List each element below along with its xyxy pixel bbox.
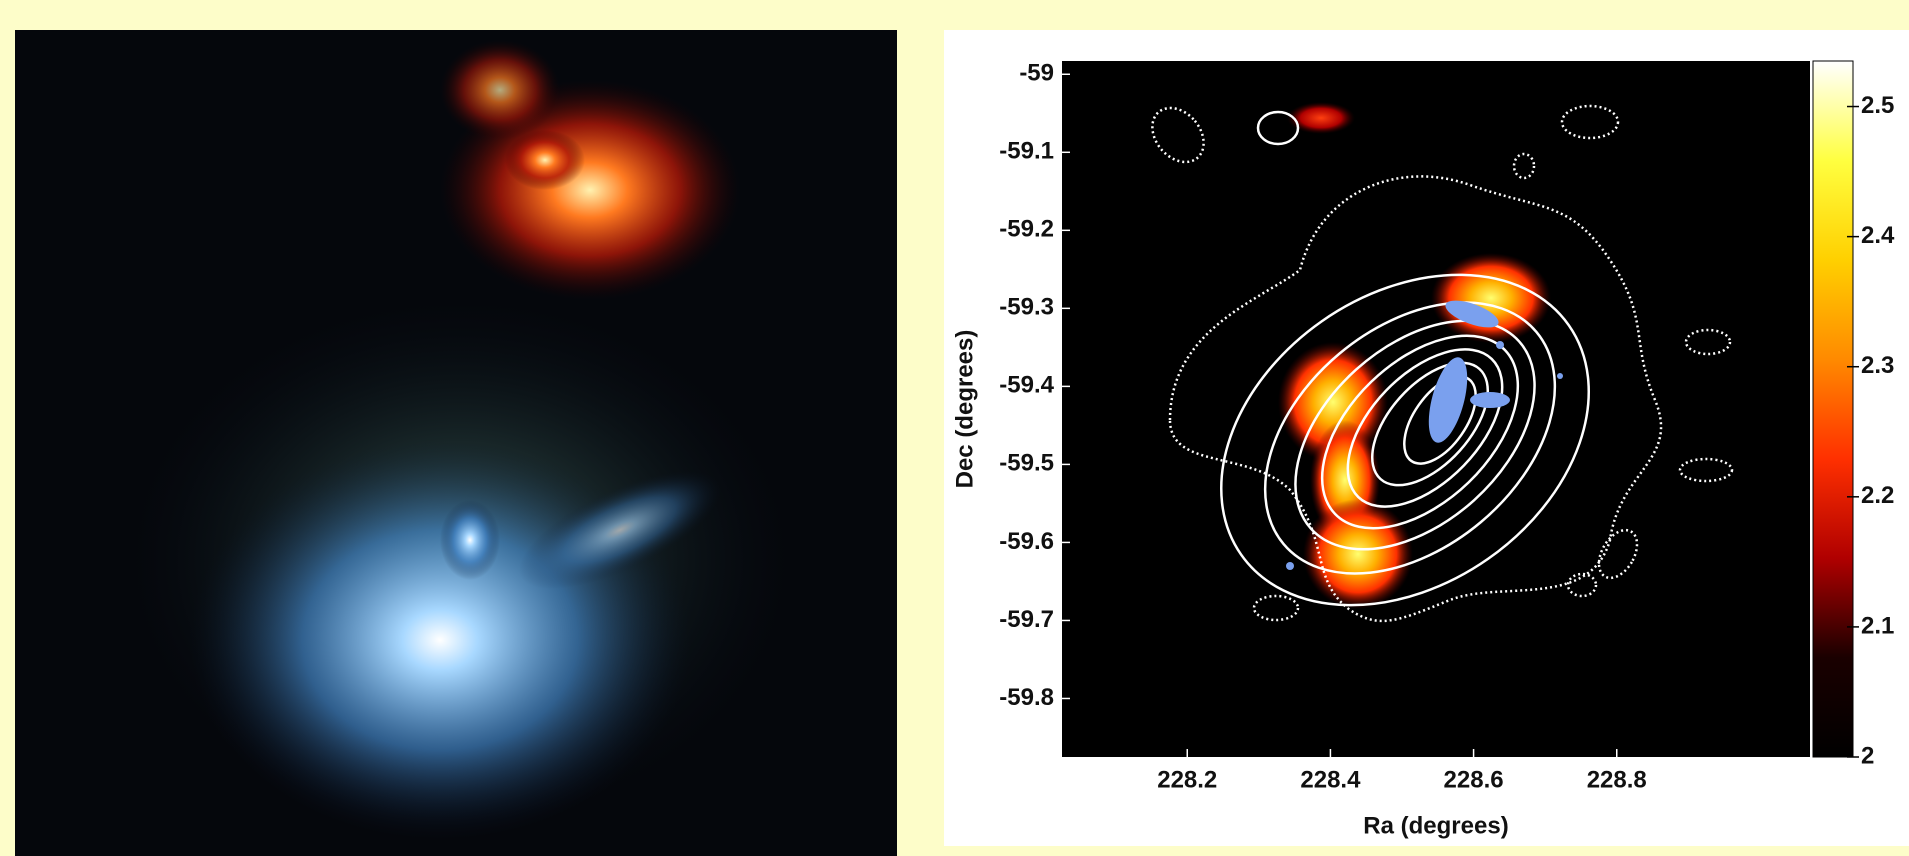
x-tick-label: 228.8	[1587, 766, 1647, 793]
colorbar-tick-label: 2.2	[1861, 482, 1894, 509]
photo-panel	[15, 30, 897, 856]
y-tick-label: -59	[1019, 60, 1054, 87]
pulsar-glow	[440, 500, 500, 580]
y-tick-label: -59.2	[999, 216, 1054, 243]
point	[1496, 341, 1504, 349]
x-axis-label: Ra (degrees)	[1363, 812, 1508, 839]
x-tick-label: 228.6	[1444, 766, 1504, 793]
point	[1286, 562, 1294, 570]
point-cluster	[1470, 392, 1510, 408]
y-tick-label: -59.8	[999, 684, 1054, 711]
y-tick-label: -59.5	[999, 450, 1054, 477]
y-tick-label: -59.6	[999, 528, 1054, 555]
y-axis-label: Dec (degrees)	[951, 330, 978, 489]
y-tick-label: -59.7	[999, 606, 1054, 633]
y-tick-label: -59.4	[999, 372, 1054, 399]
colorbar-tick-label: 2.3	[1861, 352, 1894, 379]
y-tick-label: -59.3	[999, 294, 1054, 321]
figure: Ra (degrees) Dec (degrees) 228.2 228.4 228…	[0, 0, 1909, 856]
colorbar	[1813, 61, 1853, 757]
blob	[1303, 499, 1413, 609]
x-tick-label: 228.4	[1300, 766, 1361, 793]
colorbar-tick-label: 2	[1861, 742, 1874, 769]
colorbar-tick-label: 2.4	[1861, 222, 1895, 249]
colorbar-tick-label: 2.5	[1861, 92, 1894, 119]
nebula-knot	[440, 40, 560, 140]
x-tick-label: 228.2	[1157, 766, 1217, 793]
page: {"chart_data": {"type": "image-map", "xl…	[0, 0, 1909, 856]
nebula-knot	[505, 130, 585, 190]
colorbar-tick-label: 2.1	[1861, 612, 1894, 639]
map-panel: Ra (degrees) Dec (degrees)	[944, 30, 1909, 846]
point	[1557, 373, 1563, 379]
y-tick-label: -59.1	[999, 138, 1054, 165]
